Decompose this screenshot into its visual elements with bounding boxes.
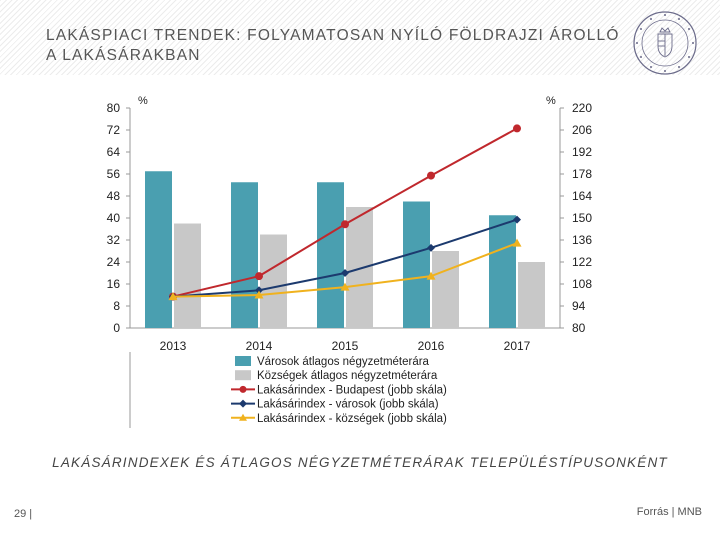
- right-tick-label: 136: [572, 233, 592, 247]
- right-tick-label: 108: [572, 277, 592, 291]
- left-tick-label: 80: [107, 101, 121, 115]
- point-varosok: [341, 269, 349, 277]
- slide-title-line-1: LAKÁSPIACI TRENDEK: FOLYAMATOSAN NYÍLÓ F…: [46, 27, 620, 44]
- x-tick-label: 2014: [246, 339, 273, 353]
- bar-varosok: [317, 182, 344, 328]
- legend-marker: [239, 385, 247, 393]
- right-tick-label: 220: [572, 101, 592, 115]
- bar-kozsegek: [346, 207, 373, 328]
- right-tick-label: 178: [572, 167, 592, 181]
- point-budapest: [255, 272, 263, 281]
- right-tick-label: 206: [572, 123, 592, 137]
- source-note: Forrás | MNB: [636, 506, 702, 518]
- left-tick-label: 40: [107, 211, 121, 225]
- bar-varosok: [489, 215, 516, 328]
- title-band-pattern: [0, 0, 720, 75]
- page-number: 29 |: [14, 508, 33, 520]
- point-varosok: [427, 243, 435, 252]
- left-tick-label: 72: [107, 123, 121, 137]
- legend-label: Lakásárindex - községek (jobb skála): [257, 413, 447, 425]
- right-tick-label: 80: [572, 321, 586, 335]
- legend-label: Lakásárindex - városok (jobb skála): [257, 399, 439, 411]
- x-tick-label: 2013: [160, 339, 187, 353]
- left-tick-label: 8: [113, 299, 120, 313]
- right-tick-label: 94: [572, 299, 586, 313]
- chart: 0 8 16 24 32 40 48 56 64 72 80 80 94 108 122 136 150 164 1…: [107, 95, 592, 428]
- slide-title-line-2: A LAKÁSÁRAKBAN: [46, 47, 201, 64]
- point-varosok: [255, 286, 263, 295]
- mnb-seal-icon: [633, 11, 697, 75]
- left-tick-label: 16: [107, 277, 121, 291]
- bar-varosok: [403, 201, 430, 328]
- point-kozsegek: [168, 292, 178, 301]
- point-kozsegek: [512, 238, 522, 247]
- bar-varosok: [231, 182, 258, 328]
- right-tick-label: 192: [572, 145, 592, 159]
- point-varosok: [513, 215, 521, 224]
- right-tick-label: 150: [572, 211, 592, 225]
- left-tick-label: 32: [107, 233, 121, 247]
- right-tick-label: 164: [572, 189, 592, 203]
- bar-kozsegek: [432, 251, 459, 328]
- point-kozsegek: [340, 282, 350, 291]
- left-tick-label: 48: [107, 189, 121, 203]
- left-tick-label: 0: [113, 321, 120, 335]
- x-tick-label: 2017: [504, 339, 531, 353]
- legend-marker: [239, 399, 247, 408]
- left-tick-label: 56: [107, 167, 121, 181]
- point-budapest: [513, 124, 521, 133]
- point-budapest: [427, 171, 435, 180]
- legend-label: Lakásárindex - Budapest (jobb skála): [257, 384, 447, 396]
- left-tick-label: 24: [107, 255, 121, 269]
- bar-kozsegek: [518, 262, 545, 328]
- right-axis-unit: %: [546, 95, 556, 107]
- legend-swatch: [235, 370, 251, 381]
- slide-title: LAKÁSPIACI TRENDEK: FOLYAMATOSAN NYÍLÓ F…: [46, 26, 620, 66]
- x-tick-label: 2015: [332, 339, 359, 353]
- x-tick-label: 2016: [418, 339, 445, 353]
- legend-label: Városok átlagos négyzetméterára: [257, 356, 430, 368]
- point-kozsegek: [254, 290, 264, 299]
- legend-swatch: [235, 356, 251, 366]
- legend-marker: [239, 413, 247, 421]
- point-kozsegek: [426, 271, 436, 280]
- bar-varosok: [145, 171, 172, 328]
- bar-kozsegek: [174, 223, 201, 328]
- right-tick-label: 122: [572, 255, 592, 269]
- legend-label: Községek átlagos négyzetméterára: [257, 370, 438, 382]
- point-budapest: [341, 220, 349, 229]
- bar-kozsegek: [260, 234, 287, 328]
- chart-subtitle: LAKÁSÁRINDEXEK ÉS ÁTLAGOS NÉGYZETMÉTERÁR…: [52, 455, 668, 470]
- left-axis-unit: %: [138, 95, 148, 107]
- left-tick-label: 64: [107, 145, 121, 159]
